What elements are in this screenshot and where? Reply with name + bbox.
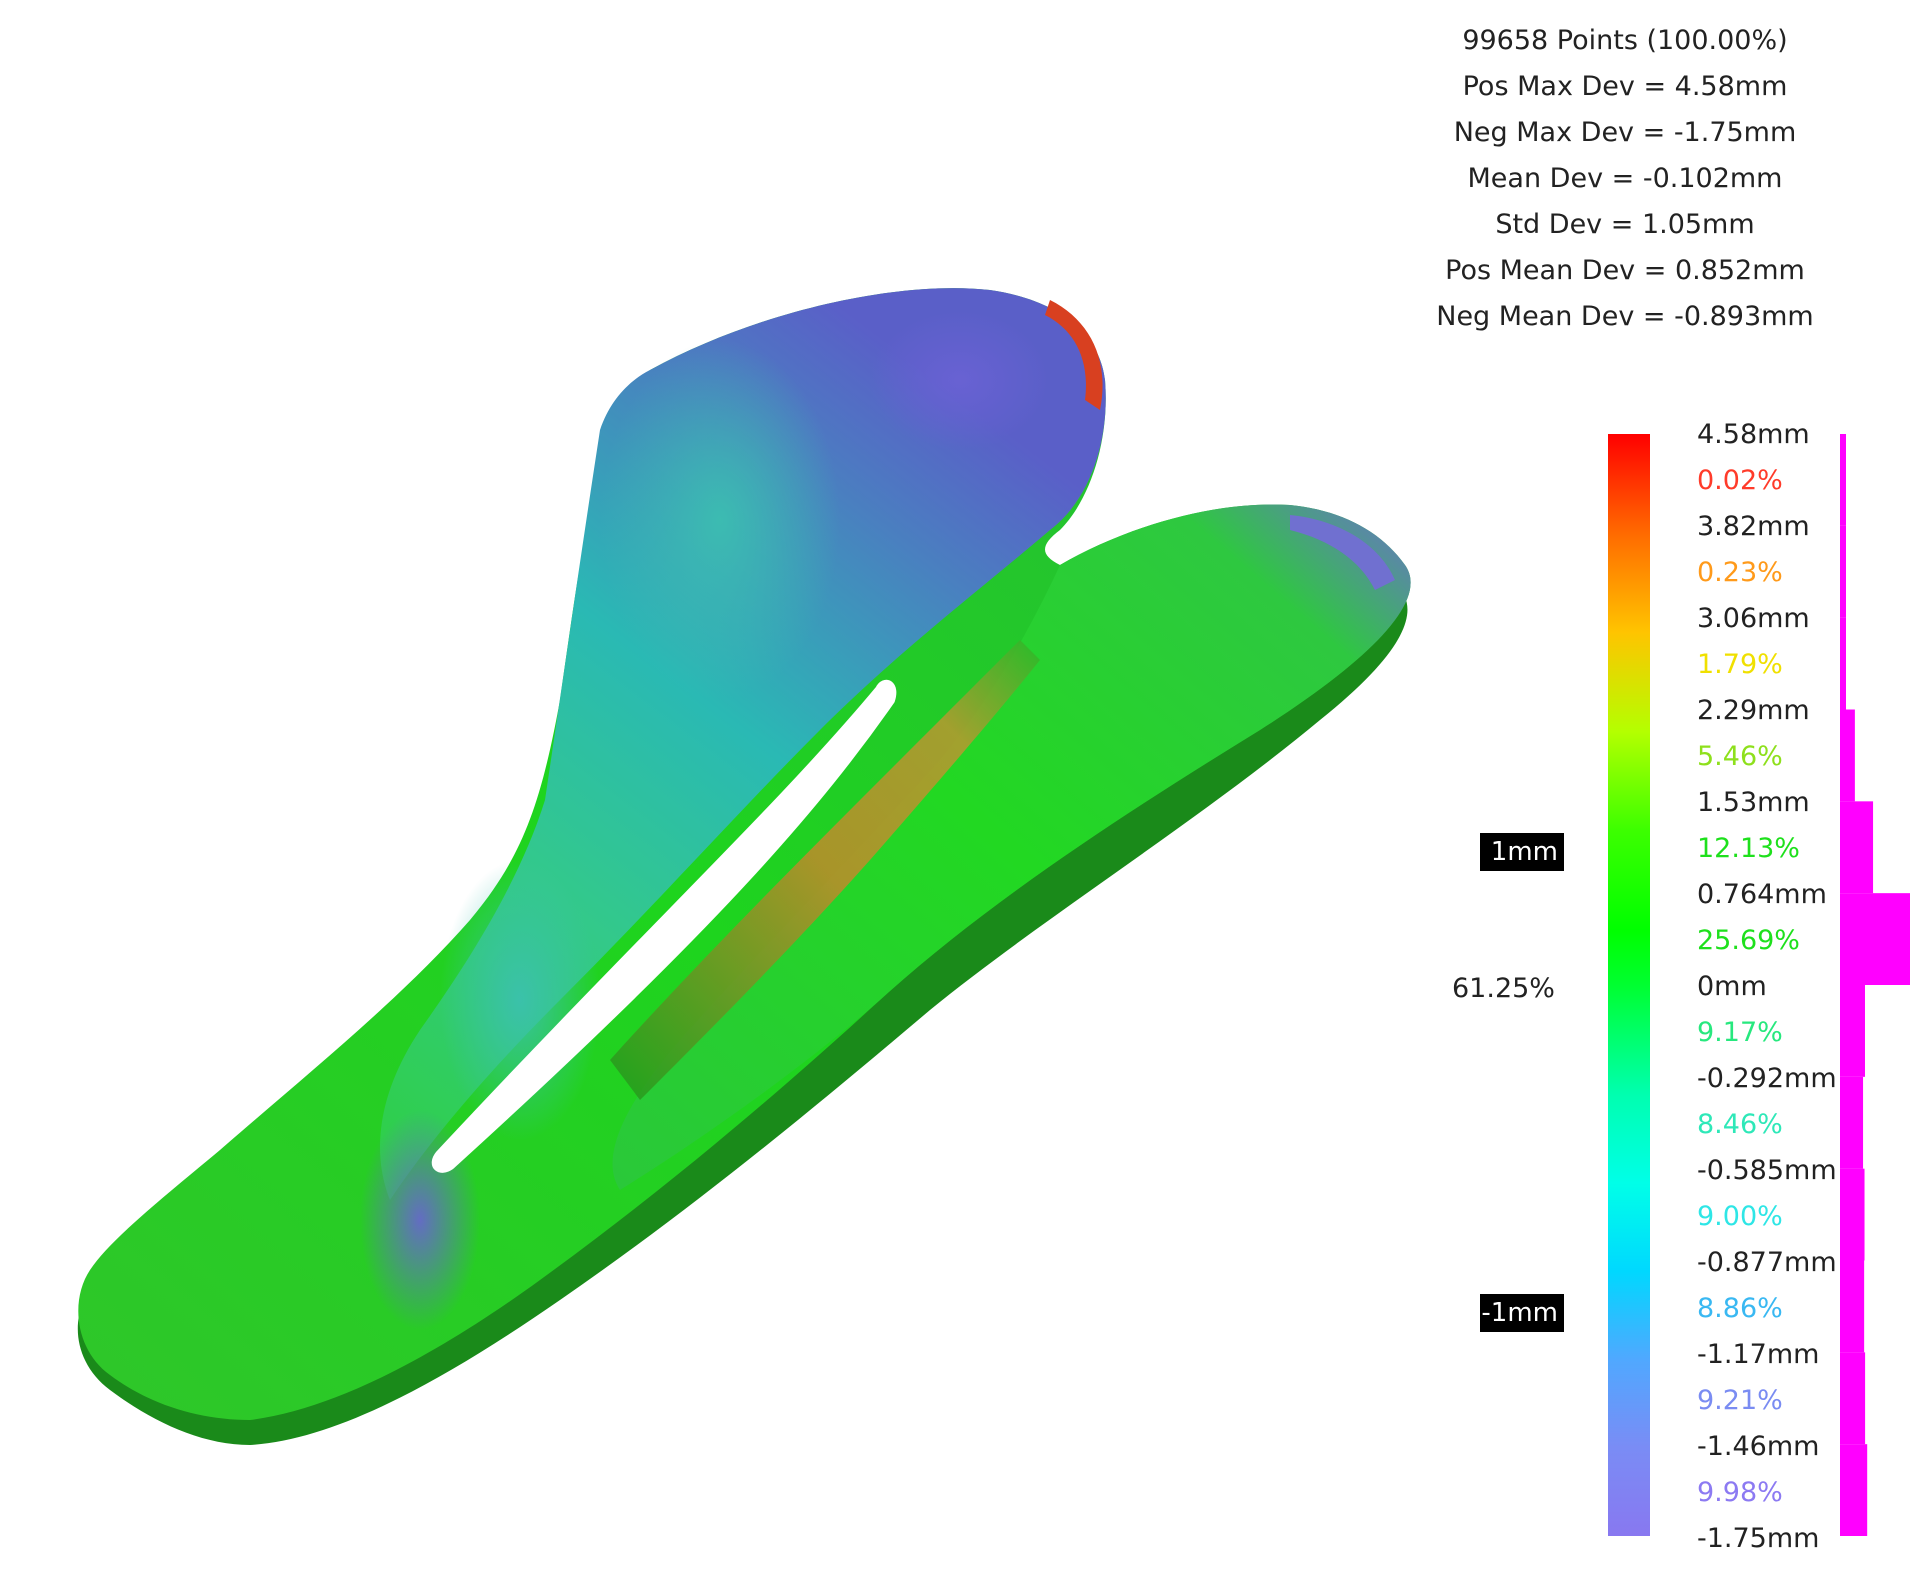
scale-value-label: -0.585mm	[1697, 1155, 1837, 1186]
scale-percent-label: 12.13%	[1697, 833, 1800, 864]
histogram-bar	[1840, 709, 1855, 802]
scale-value-label: 3.06mm	[1697, 603, 1810, 634]
histogram-bar	[1840, 1352, 1866, 1445]
scale-value-label: -0.292mm	[1697, 1063, 1837, 1094]
histogram-bar	[1840, 1168, 1865, 1261]
lower-tolerance-marker[interactable]: -1mm	[1480, 1294, 1564, 1332]
histogram-bar	[1840, 1076, 1864, 1169]
std-dev: Std Dev = 1.05mm	[1495, 209, 1755, 240]
purple-patch-top	[870, 310, 1050, 450]
scale-percent-label: 9.00%	[1697, 1201, 1783, 1232]
scale-value-label: -1.75mm	[1697, 1523, 1820, 1554]
color-scale-bar	[1608, 434, 1650, 1536]
purple-edge-right	[1290, 515, 1395, 590]
deviation-model-view[interactable]	[0, 0, 1440, 1581]
saddle-ridge	[610, 640, 1040, 1100]
scale-percent-label: 8.86%	[1697, 1293, 1783, 1324]
histogram-bar	[1840, 801, 1874, 894]
histogram-bar	[1840, 434, 1846, 526]
scale-percent-label: 1.79%	[1697, 649, 1783, 680]
scale-percent-label: 9.21%	[1697, 1385, 1783, 1416]
neg-mean-dev: Neg Mean Dev = -0.893mm	[1436, 301, 1814, 332]
histogram-bar	[1840, 617, 1846, 710]
deviation-statistics: 99658 Points (100.00%) Pos Max Dev = 4.5…	[1395, 18, 1855, 340]
scale-percent-label: 8.46%	[1697, 1109, 1783, 1140]
scale-percent-label: 5.46%	[1697, 741, 1783, 772]
saddle-cutout	[431, 679, 897, 1173]
scale-value-label: -0.877mm	[1697, 1247, 1837, 1278]
scale-percent-label: 0.02%	[1697, 465, 1783, 496]
pos-max-dev: Pos Max Dev = 4.58mm	[1462, 71, 1788, 102]
points-count: 99658 Points (100.00%)	[1462, 25, 1788, 56]
histogram-bar	[1840, 1260, 1865, 1353]
scale-percent-label: 25.69%	[1697, 925, 1800, 956]
scale-percent-label: 9.98%	[1697, 1477, 1783, 1508]
scale-percent-label: 0.23%	[1697, 557, 1783, 588]
scale-value-label: -1.46mm	[1697, 1431, 1820, 1462]
histogram-bar	[1840, 893, 1910, 985]
cyan-patch	[600, 340, 840, 700]
scale-value-label: 4.58mm	[1697, 419, 1810, 450]
deviation-histogram	[1840, 434, 1910, 1536]
mean-dev: Mean Dev = -0.102mm	[1467, 163, 1783, 194]
red-edge-top	[1045, 300, 1103, 410]
pos-mean-dev: Pos Mean Dev = 0.852mm	[1445, 255, 1805, 286]
in-tolerance-percent: 61.25%	[1452, 973, 1555, 1004]
scale-value-label: 0mm	[1697, 971, 1767, 1002]
upper-tolerance-marker[interactable]: 1mm	[1480, 833, 1564, 871]
histogram-bar	[1840, 525, 1846, 618]
scale-percent-label: 9.17%	[1697, 1017, 1783, 1048]
scale-value-label: 2.29mm	[1697, 695, 1810, 726]
histogram-bar	[1840, 1444, 1868, 1536]
scale-value-label: -1.17mm	[1697, 1339, 1820, 1370]
scale-value-label: 3.82mm	[1697, 511, 1810, 542]
scale-value-label: 0.764mm	[1697, 879, 1827, 910]
neg-max-dev: Neg Max Dev = -1.75mm	[1453, 117, 1797, 148]
histogram-bar	[1840, 985, 1865, 1077]
saddle-right-wing	[612, 504, 1411, 1190]
scale-value-label: 1.53mm	[1697, 787, 1810, 818]
